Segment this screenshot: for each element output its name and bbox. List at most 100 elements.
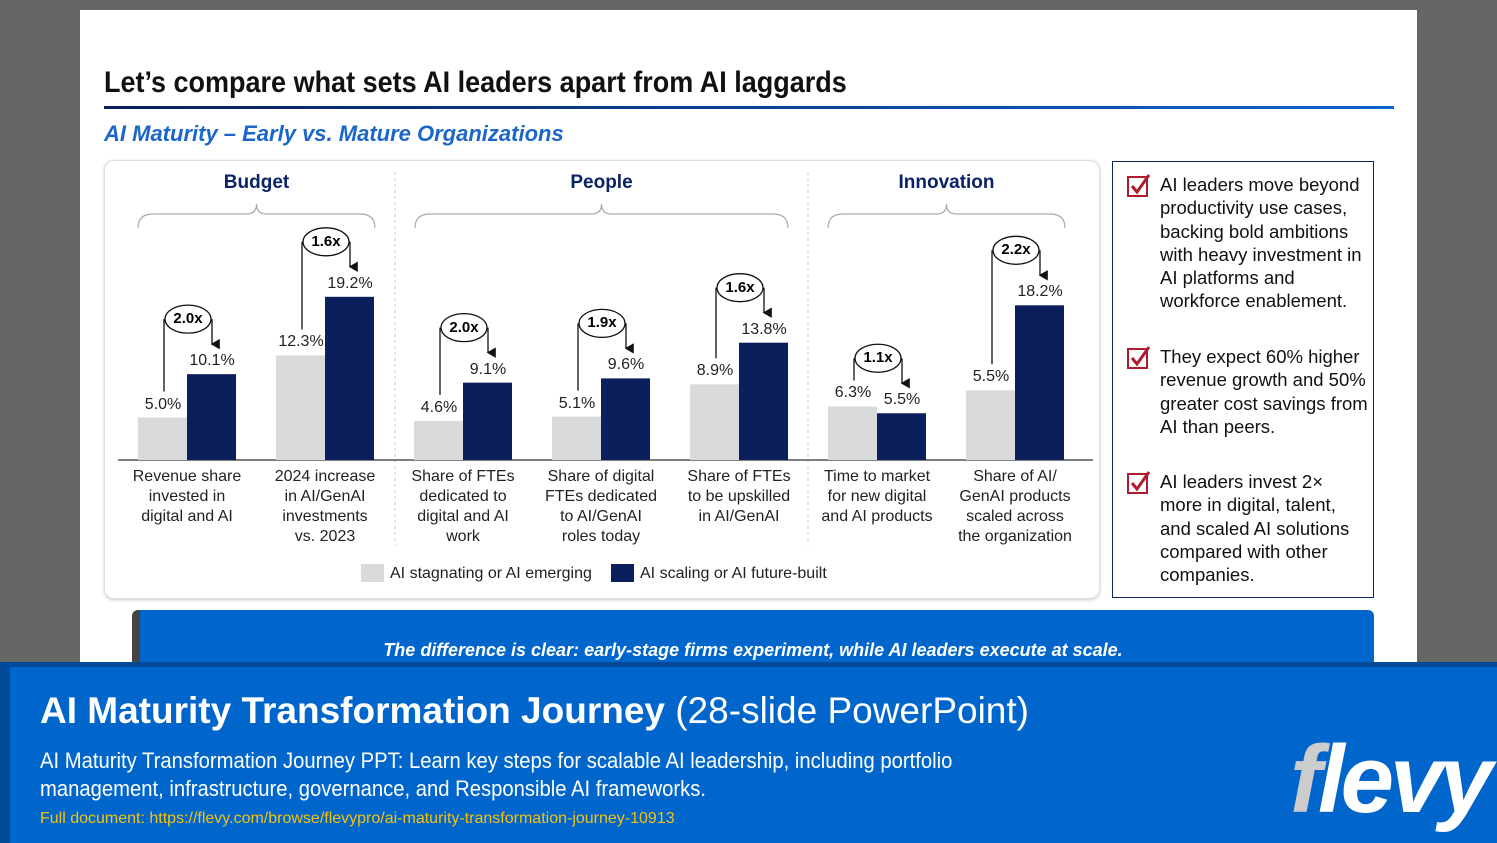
value-label-early: 5.1%	[558, 394, 596, 412]
value-label-mature: 5.5%	[883, 391, 921, 409]
slide	[80, 10, 1417, 670]
category-label-line: Share of FTEs	[687, 468, 791, 485]
ratio-connector	[439, 327, 488, 395]
category-label-line: in AI/GenAI	[284, 488, 366, 505]
key-point: AI leaders move beyond productivity use …	[1160, 174, 1362, 312]
legend-swatch-early	[361, 564, 384, 582]
legend-label-mature: AI scaling or AI future-built	[640, 565, 827, 582]
category-label: 2024 increase in AI/GenAI investments vs. 2…	[255, 467, 395, 547]
category-label-line: Share of digital	[547, 468, 655, 485]
chart-panel	[104, 160, 1100, 599]
banner-title-bold: AI Maturity Transformation Journey	[40, 690, 665, 731]
bar-mature	[463, 382, 512, 460]
key-point: AI leaders invest 2× more in digital, ta…	[1160, 471, 1350, 586]
value-label-early: 6.3%	[834, 384, 872, 402]
bar-mature	[325, 296, 374, 460]
category-label-line: 2024 increase	[274, 468, 376, 485]
section-title: Budget	[223, 172, 290, 193]
bar-mature	[739, 342, 788, 460]
category-label-line: invested in	[148, 488, 226, 505]
section-brace	[827, 203, 1066, 229]
bar-early	[138, 417, 187, 460]
ratio-bubble	[164, 304, 212, 334]
key-points-box	[1112, 161, 1374, 598]
value-label-early: 4.6%	[420, 398, 458, 416]
ratio-label: 1.9x	[587, 314, 617, 332]
bar-mature	[1015, 305, 1064, 460]
legend-label-early: AI stagnating or AI emerging	[390, 565, 592, 582]
section-brace	[137, 203, 376, 229]
category-label: Share of FTEs dedicated to digital and AI w…	[393, 467, 533, 547]
subtitle: AI Maturity – Early vs. Mature Organizat…	[104, 121, 564, 146]
ratio-label: 2.2x	[1001, 241, 1031, 259]
key-point: They expect 60% higher revenue growth an…	[1160, 346, 1368, 437]
category-label: Share of digital FTEs dedicated to AI/GenA…	[531, 467, 671, 547]
value-label-mature: 18.2%	[1017, 283, 1063, 301]
bar-mature	[601, 378, 650, 460]
value-label-early: 5.5%	[972, 368, 1010, 386]
category-label-line: Time to market	[823, 468, 931, 485]
category-label: Share of FTEs to be upskilled in AI/GenAI	[669, 467, 809, 527]
category-label: Revenue share invested in digital and AI	[117, 467, 257, 527]
ratio-connector	[577, 323, 626, 391]
category-label: Share of AI/GenAI products scaled across t…	[945, 467, 1085, 547]
category-label-line: and AI products	[821, 508, 933, 525]
ratio-bubble	[716, 273, 764, 303]
category-label: Time to market for new digital and AI prod…	[807, 467, 947, 527]
ratio-connector	[163, 319, 212, 392]
flevy-logo: flevy	[1290, 726, 1493, 833]
footer-banner	[0, 662, 1497, 843]
value-label-mature: 13.8%	[741, 320, 787, 338]
legend-swatch-mature	[611, 564, 634, 582]
value-label-early: 8.9%	[696, 362, 734, 380]
category-label-line: to be upskilled	[687, 488, 791, 505]
category-label-line: scaled across	[966, 508, 1064, 525]
ratio-label: 1.1x	[863, 349, 893, 367]
bar-mature	[187, 374, 236, 460]
bar-early	[828, 406, 877, 460]
page-title: Let’s compare what sets AI leaders apart…	[104, 66, 847, 99]
bar-mature	[877, 413, 926, 460]
checkbox-checked-icon	[1127, 174, 1151, 197]
category-label-line: the organization	[958, 528, 1072, 545]
category-label-line: work	[446, 528, 480, 545]
ratio-bubble	[440, 312, 488, 343]
ratio-connector	[853, 358, 902, 383]
section-brace	[414, 203, 789, 229]
section-title: People	[570, 172, 633, 193]
value-label-mature: 10.1%	[189, 352, 235, 370]
bar-early	[276, 355, 325, 460]
category-label-line: digital and AI	[417, 508, 509, 525]
category-label-line: GenAI products	[959, 488, 1071, 505]
bar-early	[552, 416, 601, 460]
category-label-line: Share of AI/	[973, 468, 1057, 485]
category-label-line: FTEs dedicated	[544, 488, 658, 505]
banner-title: AI Maturity Transformation Journey (28-s…	[40, 690, 1029, 732]
ratio-label: 1.6x	[311, 232, 341, 250]
title-rule	[104, 106, 1394, 109]
category-label-line: in AI/GenAI	[698, 508, 780, 525]
document-link[interactable]: Full document: https://flevy.com/browse/…	[40, 810, 675, 827]
category-label-line: roles today	[561, 528, 641, 545]
category-label-line: digital and AI	[141, 508, 233, 525]
value-label-early: 5.0%	[144, 395, 182, 413]
value-label-mature: 9.1%	[469, 360, 507, 378]
banner-edge	[0, 662, 10, 843]
ratio-connector	[715, 287, 764, 359]
category-label-line: for new digital	[827, 488, 927, 505]
ratio-connector	[301, 241, 350, 330]
banner-title-light: (28-slide PowerPoint)	[675, 690, 1029, 731]
checkbox-checked-icon	[1127, 346, 1151, 369]
callout-text: The difference is clear: early-stage fir…	[383, 640, 1123, 660]
banner-description: AI Maturity Transformation Journey PPT: …	[40, 748, 953, 801]
ratio-label: 2.0x	[449, 318, 479, 336]
callout-bar	[132, 610, 1374, 670]
ratio-label: 2.0x	[173, 310, 203, 328]
checkbox-checked-icon	[1127, 471, 1151, 494]
ratio-bubble	[992, 235, 1040, 265]
value-label-mature: 19.2%	[327, 274, 373, 292]
category-label-line: Revenue share	[132, 468, 242, 485]
ratio-label: 1.6x	[725, 278, 755, 296]
ratio-bubble	[302, 227, 350, 257]
